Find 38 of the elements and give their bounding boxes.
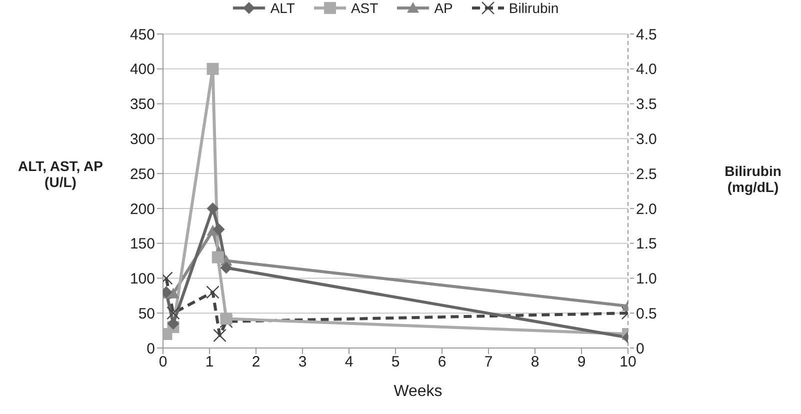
y-tick-label: 350 <box>130 96 155 114</box>
y2-tick-label: 1.5 <box>636 236 657 253</box>
y-tick-label: 0 <box>146 340 155 358</box>
y-tick-label: 50 <box>138 305 155 322</box>
y-tick-label: 200 <box>130 200 155 218</box>
x-tick-label: 8 <box>530 354 540 371</box>
x-tick-label: 1 <box>205 354 214 371</box>
x-tick-label: 6 <box>438 354 446 371</box>
y2-tick-label: 2.5 <box>636 166 657 183</box>
y2-tick-label: 3.5 <box>636 96 657 114</box>
legend-label: AP <box>434 0 453 16</box>
x-tick-label: 3 <box>298 354 307 371</box>
x-tick-label: 10 <box>620 354 636 371</box>
x-tick-label: 9 <box>577 354 586 371</box>
y2-tick-label: 0.5 <box>636 305 657 322</box>
y2-axis-title: Bilirubin (mg/dL) <box>724 163 782 195</box>
y2-tick-label: 1.0 <box>636 270 657 288</box>
legend-label: AST <box>350 0 378 16</box>
y-tick-label: 250 <box>130 166 155 183</box>
y-tick-label: 450 <box>130 26 155 44</box>
x-tick-label: 5 <box>391 354 400 371</box>
x-axis-title: Weeks <box>392 383 444 401</box>
y2-tick-label: 4.5 <box>636 26 657 44</box>
y2-tick-label: 4.0 <box>636 61 657 78</box>
x-tick-label: 4 <box>344 354 354 371</box>
y-tick-label: 150 <box>130 236 155 253</box>
legend-label: ALT <box>270 0 295 16</box>
legend-label: Bilirubin <box>508 0 559 16</box>
x-tick-label: 7 <box>484 354 493 371</box>
x-tick-label: 0 <box>158 354 168 371</box>
y-tick-label: 100 <box>130 270 155 288</box>
y-tick-label: 400 <box>130 61 155 78</box>
y2-tick-label: 3.0 <box>636 130 657 148</box>
y-axis-title: ALT, AST, AP (U/L) <box>16 158 104 190</box>
y-tick-label: 300 <box>130 130 155 148</box>
y2-tick-label: 2.0 <box>636 200 657 218</box>
x-tick-label: 2 <box>252 354 260 371</box>
y2-tick-label: 0 <box>636 340 644 358</box>
